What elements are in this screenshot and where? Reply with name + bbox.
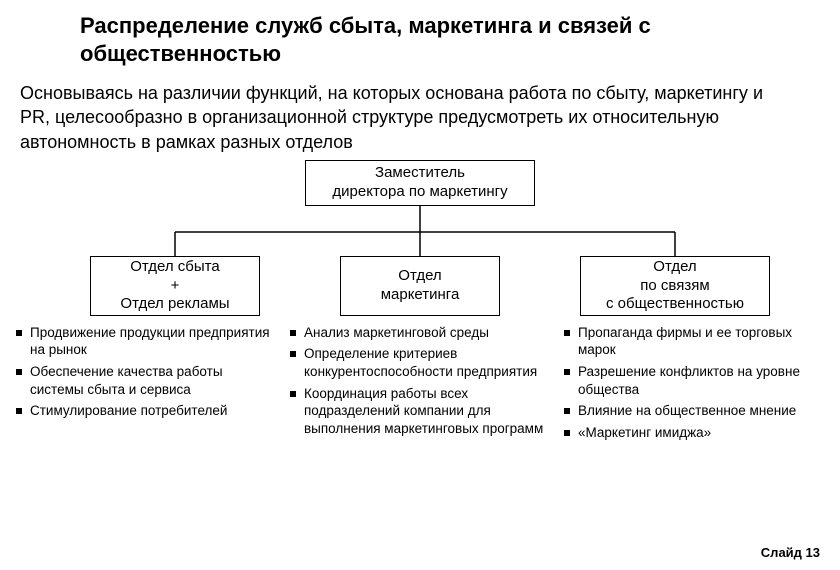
intro-paragraph: Основываясь на различии функций, на кото… bbox=[0, 67, 810, 154]
page-title: Распределение служб сбыта, маркетинга и … bbox=[0, 0, 700, 67]
org-chart: Заместительдиректора по маркетингу Отдел … bbox=[20, 154, 820, 324]
list-item: Продвижение продукции предприятия на рын… bbox=[14, 324, 278, 359]
list-item: Анализ маркетинговой среды bbox=[288, 324, 552, 342]
org-node-n3: Отделпо связямс общественностью bbox=[580, 256, 770, 316]
org-node-n1: Отдел сбыта+Отдел рекламы bbox=[90, 256, 260, 316]
columns-container: Продвижение продукции предприятия на рын… bbox=[0, 324, 840, 445]
column-3: Пропаганда фирмы и ее торговых марок Разр… bbox=[562, 324, 826, 445]
list-item: Координация работы всех подразделений ко… bbox=[288, 385, 552, 438]
list-item: Определение критериев конкурентоспособно… bbox=[288, 345, 552, 380]
list-item: «Маркетинг имиджа» bbox=[562, 424, 826, 442]
list-item: Пропаганда фирмы и ее торговых марок bbox=[562, 324, 826, 359]
list-item: Обеспечение качества работы системы сбыт… bbox=[14, 363, 278, 398]
list-item: Стимулирование потребителей bbox=[14, 402, 278, 420]
slide-number: Слайд 13 bbox=[761, 545, 820, 560]
column-1: Продвижение продукции предприятия на рын… bbox=[14, 324, 278, 445]
org-node-root: Заместительдиректора по маркетингу bbox=[305, 160, 535, 206]
list-item: Разрешение конфликтов на уровне общества bbox=[562, 363, 826, 398]
column-2: Анализ маркетинговой среды Определение кр… bbox=[288, 324, 552, 445]
org-node-n2: Отделмаркетинга bbox=[340, 256, 500, 316]
list-item: Влияние на общественное мнение bbox=[562, 402, 826, 420]
